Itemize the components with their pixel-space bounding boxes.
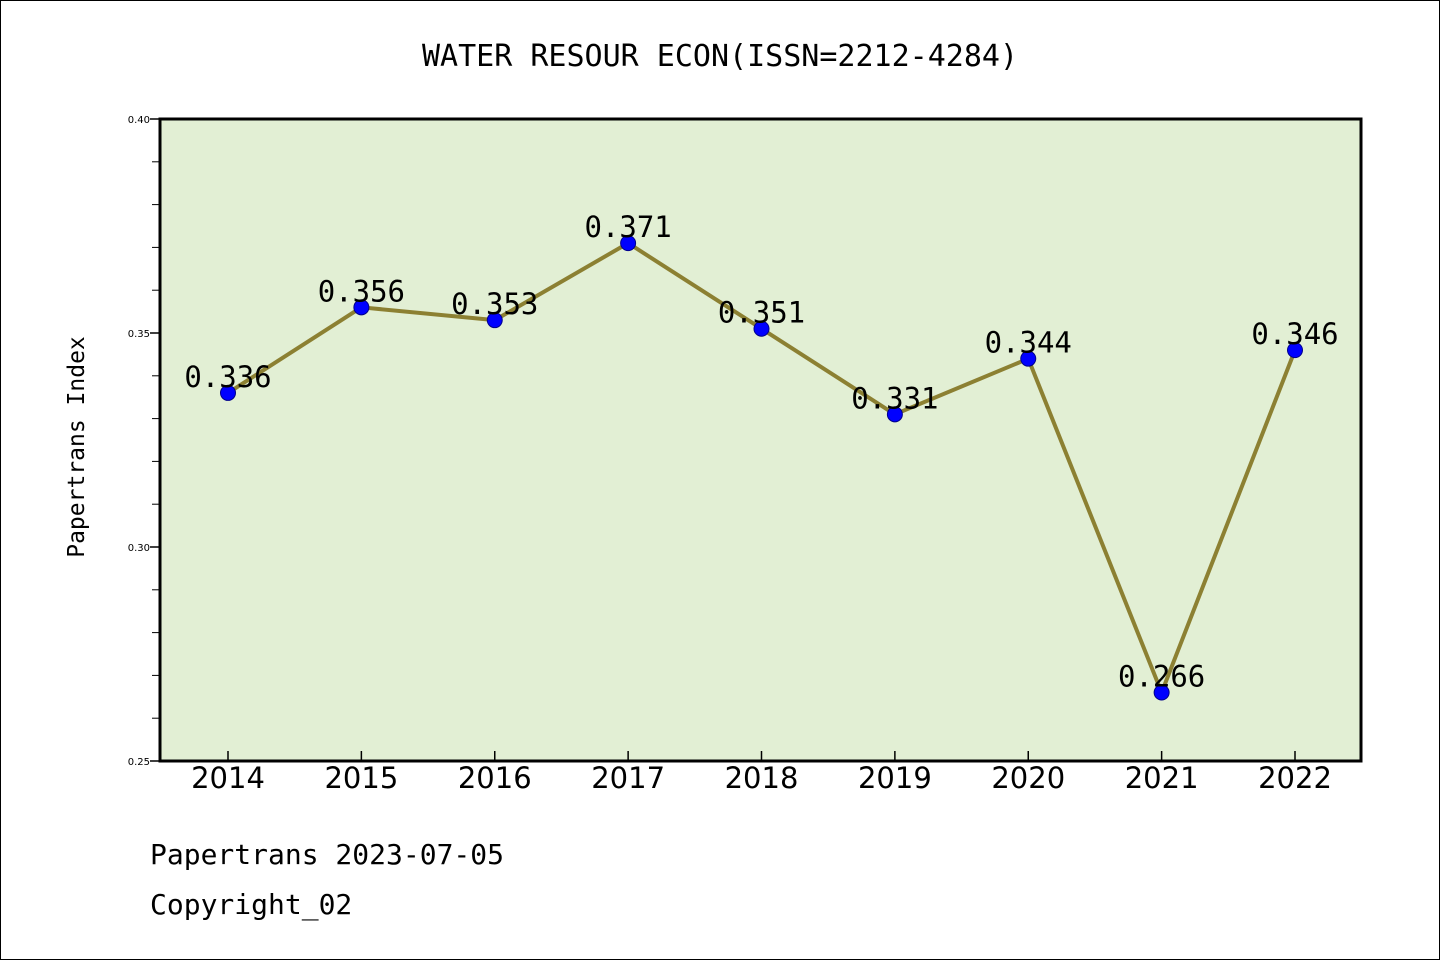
- data-label: 0.346: [1251, 317, 1338, 351]
- data-point: [886, 406, 903, 423]
- y-tick-labels: 0.25 0.30 0.35 0.40: [128, 115, 160, 768]
- data-label: 0.356: [318, 274, 405, 308]
- x-tick-label: 2017: [591, 761, 665, 795]
- data-label: 0.351: [718, 296, 805, 330]
- x-tick-label: 2021: [1125, 761, 1199, 795]
- x-tick-labels: 2014 2015 2016 2017 2018 2019 2020 2021 2022: [191, 761, 1332, 795]
- data-point: [620, 235, 637, 252]
- data-label: 0.344: [985, 326, 1072, 360]
- plot-border: [158, 117, 1363, 763]
- data-label: 0.371: [584, 210, 671, 244]
- data-label: 0.353: [451, 287, 538, 321]
- x-tick-label: 2022: [1258, 761, 1332, 795]
- data-label: 0.336: [184, 360, 271, 394]
- x-tick-label: 2016: [458, 761, 532, 795]
- x-ticks: [227, 751, 1296, 761]
- x-tick-label: 2015: [324, 761, 398, 795]
- data-point: [1153, 684, 1170, 701]
- chart-title: WATER RESOUR ECON(ISSN=2212-4284): [422, 39, 1018, 74]
- data-point: [1020, 350, 1037, 367]
- footer-date: Papertrans 2023-07-05: [150, 838, 504, 871]
- y-tick-label: 0.40: [128, 115, 150, 126]
- data-label: 0.331: [851, 381, 938, 415]
- x-tick-label: 2018: [725, 761, 799, 795]
- data-point: [1287, 342, 1303, 359]
- plot-area: [160, 119, 1361, 761]
- data-point: [353, 299, 370, 316]
- y-tick-label: 0.25: [128, 757, 150, 768]
- footer-copyright: Copyright_02: [150, 888, 352, 922]
- data-point: [220, 384, 236, 401]
- x-tick-label: 2014: [191, 761, 265, 795]
- data-labels: 0.336 0.356 0.353 0.371 0.351 0.331 0.344 0.266…: [184, 210, 1338, 693]
- x-tick-label: 2019: [858, 761, 932, 795]
- data-label: 0.266: [1118, 660, 1205, 694]
- data-markers: [220, 235, 1303, 701]
- data-point: [753, 320, 770, 337]
- y-axis-label: Papertrans Index: [64, 336, 90, 558]
- data-point: [486, 312, 503, 329]
- x-tick-label: 2020: [991, 761, 1065, 795]
- y-tick-label: 0.35: [128, 329, 150, 340]
- y-tick-label: 0.30: [128, 543, 150, 554]
